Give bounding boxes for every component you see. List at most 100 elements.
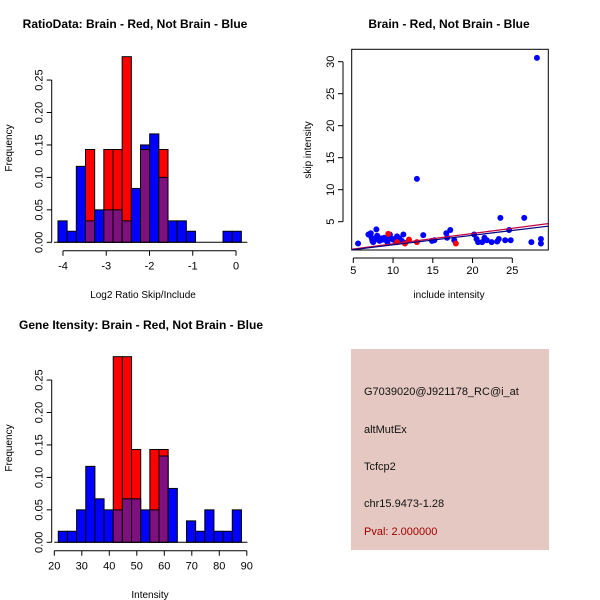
bar-not-brain — [149, 133, 160, 243]
point-not-brain — [367, 230, 374, 237]
ratio-histogram: RatioData: Brain - Red, Not Brain - Blue… — [4, 17, 248, 301]
y-tick-label: 25 — [325, 88, 337, 100]
point-not-brain — [497, 214, 504, 221]
x-axis-label: include intensity — [413, 290, 484, 301]
y-tick-label: 0.25 — [34, 69, 46, 90]
bar-not-brain — [185, 520, 197, 543]
y-tick-label: 0.00 — [34, 232, 46, 253]
bar-not-brain — [195, 530, 206, 543]
point-not-brain — [537, 240, 544, 247]
point-not-brain — [355, 240, 362, 247]
probe-id: G7039020@J921178_RC@i_at — [364, 386, 519, 398]
y-tick-label: 15 — [325, 152, 337, 164]
y-tick-label: 20 — [325, 120, 337, 132]
point-not-brain — [413, 175, 420, 182]
point-not-brain — [373, 226, 380, 233]
x-tick-label: 25 — [506, 265, 518, 277]
point-not-brain — [483, 237, 490, 244]
y-tick-label: 0.05 — [34, 199, 46, 220]
chart-title: Gene Itensity: Brain - Red, Not Brain - … — [19, 318, 263, 332]
bar-not-brain — [94, 498, 105, 543]
bar-overlap — [158, 176, 169, 243]
bar-not-brain — [85, 465, 96, 543]
y-tick-label: 0.15 — [34, 134, 46, 155]
bar-overlap — [131, 498, 142, 543]
point-brain — [452, 240, 459, 247]
point-not-brain — [384, 239, 391, 246]
point-not-brain — [400, 231, 407, 238]
bar-not-brain — [76, 509, 87, 543]
point-not-brain — [502, 237, 509, 244]
point-not-brain — [443, 230, 450, 237]
bar-brain — [121, 56, 132, 243]
bar-overlap — [84, 220, 96, 243]
y-tick-label: 10 — [325, 184, 337, 196]
x-axis-label: Intensity — [131, 590, 168, 600]
bar-not-brain — [94, 209, 105, 243]
x-axis-label: Log2 Ratio Skip/Include — [90, 290, 196, 301]
point-not-brain — [420, 232, 427, 239]
bar-overlap — [140, 148, 151, 243]
chart-title: Brain - Red, Not Brain - Blue — [368, 17, 530, 31]
bar-overlap — [103, 209, 114, 243]
point-not-brain — [507, 237, 514, 244]
genomic-location: chr15.9473-1.28 — [364, 498, 445, 510]
bar-not-brain — [185, 230, 197, 243]
x-tick-label: 15 — [427, 265, 439, 277]
x-tick-label: 0 — [233, 261, 239, 273]
fit-line-brain — [351, 223, 549, 250]
point-brain — [385, 230, 392, 237]
bar-overlap — [158, 455, 169, 543]
bar-not-brain — [130, 187, 142, 243]
gene-name: Tcfcp2 — [364, 461, 396, 473]
point-not-brain — [488, 239, 495, 246]
bar-not-brain — [167, 487, 178, 543]
x-tick-label: 80 — [213, 561, 225, 573]
y-tick-label: 0.10 — [34, 167, 46, 188]
bar-overlap — [121, 220, 132, 243]
bar-overlap — [149, 509, 160, 543]
bar-not-brain — [66, 230, 77, 243]
y-tick-label: 0.00 — [34, 532, 46, 553]
x-tick-label: 10 — [387, 265, 399, 277]
bar-not-brain — [213, 530, 224, 543]
y-axis-label: Frequency — [4, 424, 15, 471]
y-tick-label: 0.20 — [34, 402, 46, 423]
bar-overlap — [121, 498, 133, 543]
bar-not-brain — [57, 530, 68, 543]
x-tick-label: 60 — [158, 561, 170, 573]
x-tick-label: 20 — [466, 265, 478, 277]
plot-box — [351, 48, 549, 251]
bar-not-brain — [167, 220, 178, 243]
y-axis-label: skip intensity — [303, 121, 314, 178]
bar-overlap — [112, 209, 123, 243]
x-tick-label: 70 — [186, 561, 198, 573]
point-not-brain — [479, 239, 486, 246]
x-tick-label: 50 — [131, 561, 143, 573]
point-not-brain — [447, 227, 454, 234]
p-value: Pval: 2.000000 — [364, 526, 438, 538]
x-tick-label: 40 — [103, 561, 115, 573]
y-tick-label: 30 — [325, 56, 337, 68]
x-tick-label: 90 — [241, 561, 253, 573]
y-tick-label: 5 — [325, 219, 337, 225]
bar-not-brain — [222, 530, 233, 543]
x-tick-label: -1 — [188, 261, 198, 273]
bar-not-brain — [75, 165, 86, 243]
x-tick-label: -2 — [145, 261, 155, 273]
point-not-brain — [521, 214, 528, 221]
y-axis-label: Frequency — [4, 124, 15, 171]
x-tick-label: 20 — [48, 561, 60, 573]
bar-not-brain — [222, 230, 233, 243]
bar-not-brain — [103, 509, 114, 543]
x-tick-label: -3 — [101, 261, 111, 273]
bar-not-brain — [231, 230, 242, 243]
bar-not-brain — [57, 220, 68, 243]
point-not-brain — [537, 235, 544, 242]
bar-overlap — [112, 509, 123, 543]
bar-not-brain — [176, 220, 187, 243]
y-tick-label: 0.25 — [34, 369, 46, 390]
y-tick-label: 0.10 — [34, 467, 46, 488]
gene-intensity-histogram: Gene Itensity: Brain - Red, Not Brain - … — [4, 318, 263, 600]
